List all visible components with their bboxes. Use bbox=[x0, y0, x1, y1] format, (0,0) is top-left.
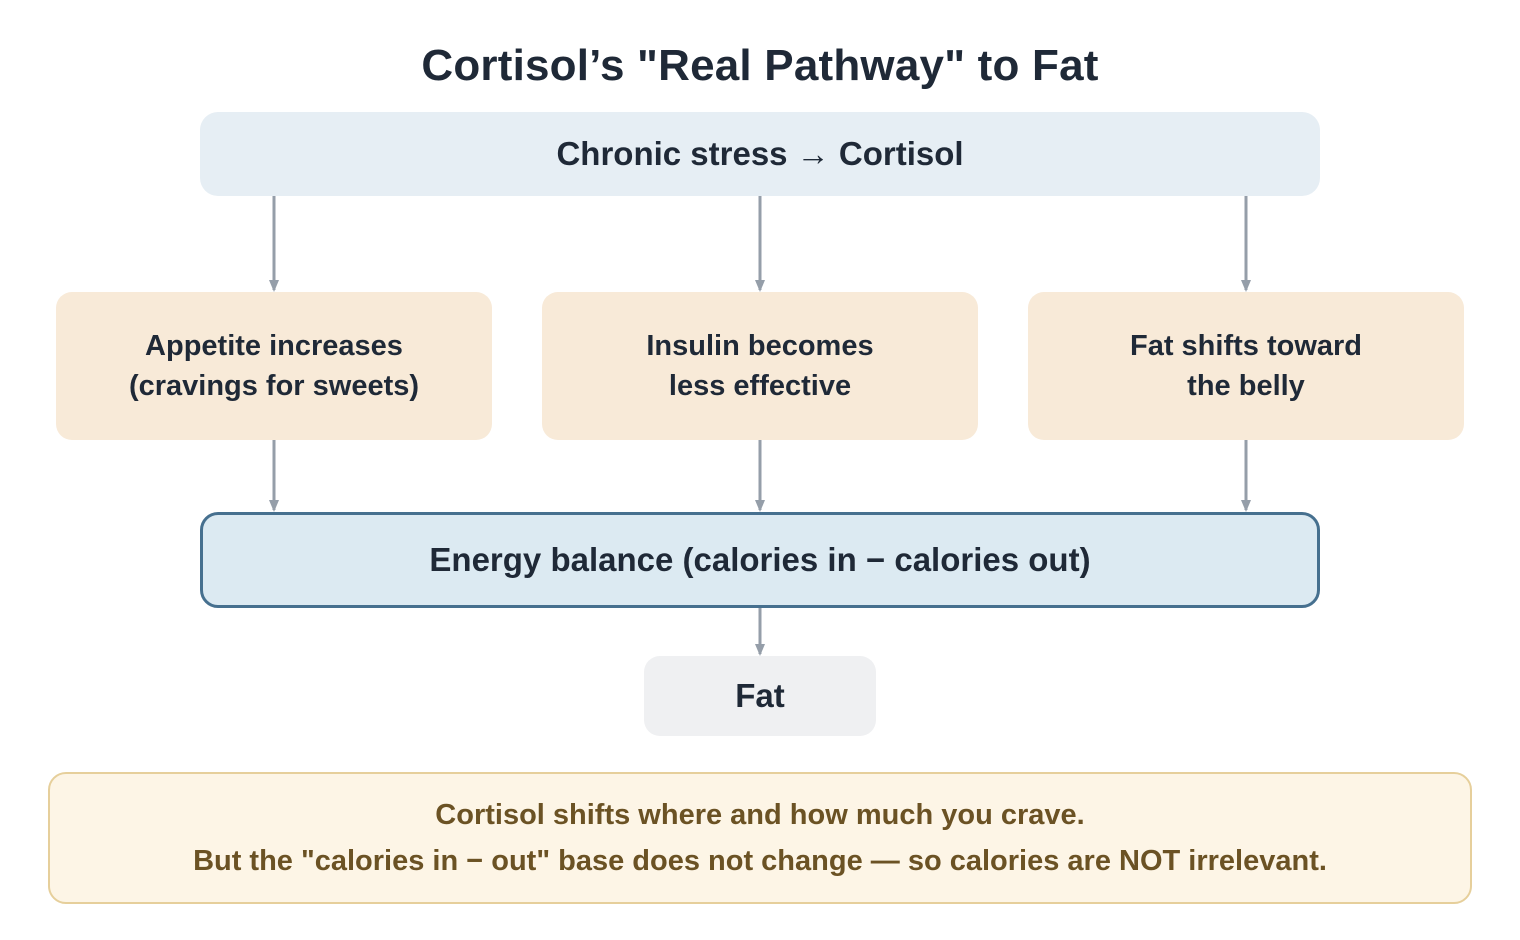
node-belly-line2: the belly bbox=[1187, 370, 1305, 402]
node-insulin-line2: less effective bbox=[668, 370, 852, 402]
node-chronic-stress-cortisol: Chronic stress → Cortisol bbox=[200, 112, 1320, 196]
node-appetite-line1: Appetite increases bbox=[145, 330, 403, 362]
node-appetite-line2: (cravings for sweets) bbox=[128, 370, 420, 402]
node-fat-result: Fat bbox=[644, 656, 876, 736]
node-energy-balance: Energy balance (calories in − calories o… bbox=[200, 512, 1320, 608]
diagram-title: Cortisol’s "Real Pathway" to Fat bbox=[421, 41, 1099, 90]
node-appetite-increases: Appetite increases (cravings for sweets) bbox=[56, 292, 492, 440]
node-belly-line1: Fat shifts toward bbox=[1129, 330, 1362, 362]
summary-note: Cortisol shifts where and how much you c… bbox=[48, 772, 1472, 904]
summary-note-line2: But the "calories in − out" base does no… bbox=[193, 845, 1327, 877]
summary-note-line1: Cortisol shifts where and how much you c… bbox=[435, 799, 1085, 831]
node-insulin-less-effective: Insulin becomes less effective bbox=[542, 292, 978, 440]
node-insulin-line1: Insulin becomes bbox=[646, 330, 874, 362]
node-fat-shifts-belly: Fat shifts toward the belly bbox=[1028, 292, 1464, 440]
